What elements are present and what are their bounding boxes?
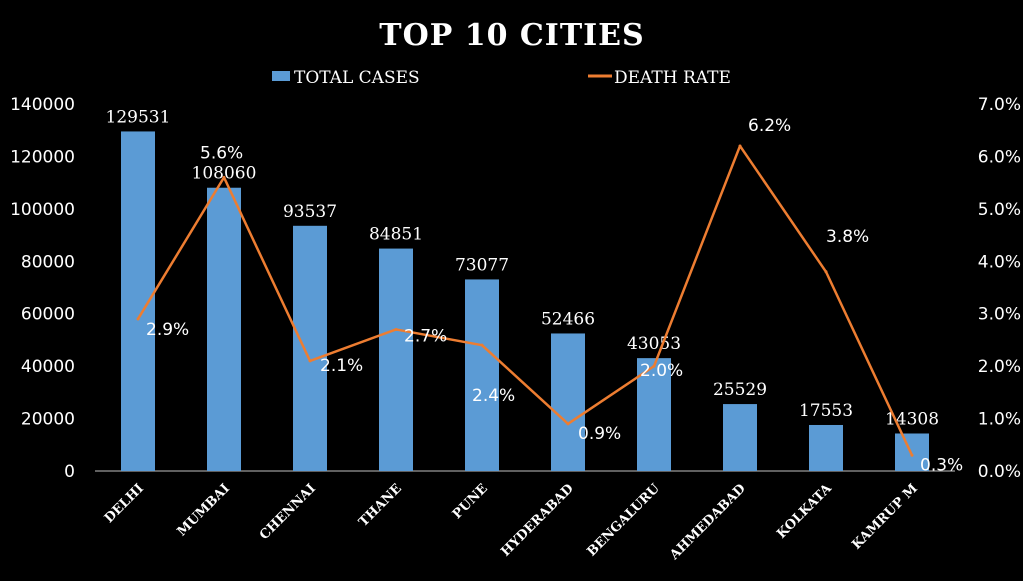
- bar-total-cases: [207, 187, 241, 471]
- death-rate-value-label: 2.4%: [472, 386, 515, 406]
- bar-total-cases: [551, 333, 585, 471]
- left-axis-ticks: 0 20000 40000 60000 80000 100000 120000 140000: [10, 95, 75, 482]
- bar-total-cases: [723, 404, 757, 471]
- right-axis-tick-label: 6.0%: [978, 147, 1021, 167]
- legend-label-total-cases: TOTAL CASES: [294, 68, 420, 88]
- right-axis-tick-label: 2.0%: [978, 357, 1021, 377]
- death-rate-point: [136, 317, 140, 321]
- bar-value-label: 108060: [192, 164, 257, 184]
- death-rate-labels: 2.9% 5.6% 2.1% 2.7% 2.4% 0.9% 2.0% 6.2% 3.8% 0.3%: [146, 116, 963, 475]
- right-axis-tick-label: 3.0%: [978, 305, 1021, 325]
- death-rate-line-layer: [136, 144, 914, 457]
- legend-label-death-rate: DEATH RATE: [614, 68, 731, 88]
- bar-total-cases: [379, 248, 413, 471]
- death-rate-point: [566, 422, 570, 426]
- right-axis-tick-label: 7.0%: [978, 95, 1021, 115]
- death-rate-line: [136, 144, 914, 456]
- legend: TOTAL CASES DEATH RATE: [272, 68, 731, 88]
- bar-value-label: 84851: [369, 225, 423, 245]
- death-rate-point: [394, 327, 398, 331]
- bar-value-label: 73077: [455, 255, 509, 275]
- bar-value-label: 52466: [541, 309, 595, 329]
- bar-total-cases: [809, 424, 843, 471]
- bar-total-cases: [465, 279, 499, 471]
- bar-total-cases: [293, 225, 327, 471]
- death-rate-point: [652, 364, 656, 368]
- left-axis-tick-label: 120000: [10, 147, 75, 167]
- left-axis-tick-label: 60000: [21, 305, 75, 325]
- chart-title: TOP 10 CITIES: [379, 18, 644, 53]
- left-axis-tick-label: 80000: [21, 252, 75, 272]
- bar-value-label: 93537: [283, 202, 337, 222]
- left-axis-tick-label: 40000: [21, 357, 75, 377]
- bar-value-label: 17553: [799, 401, 853, 421]
- death-rate-value-label: 6.2%: [748, 116, 791, 136]
- death-rate-value-label: 2.0%: [640, 361, 683, 381]
- legend-swatch-total-cases: [272, 71, 290, 81]
- left-axis-tick-label: 20000: [21, 410, 75, 430]
- left-axis-tick-label: 0: [64, 462, 75, 482]
- bar-total-cases: [895, 433, 929, 471]
- right-axis-tick-label: 1.0%: [978, 410, 1021, 430]
- death-rate-value-label: 2.9%: [146, 320, 189, 340]
- death-rate-point: [308, 359, 312, 363]
- bar-value-label: 129531: [106, 107, 171, 127]
- right-axis-tick-label: 4.0%: [978, 252, 1021, 272]
- right-axis-tick-label: 5.0%: [978, 200, 1021, 220]
- death-rate-point: [222, 175, 226, 179]
- death-rate-value-label: 2.7%: [404, 326, 447, 346]
- bar-total-cases: [637, 358, 671, 471]
- death-rate-value-label: 5.6%: [200, 143, 243, 163]
- death-rate-point: [480, 343, 484, 347]
- left-axis-tick-label: 100000: [10, 200, 75, 220]
- bar-value-label: 43053: [627, 334, 681, 354]
- death-rate-point: [738, 144, 742, 148]
- right-axis-tick-label: 0.0%: [978, 462, 1021, 482]
- left-axis-tick-label: 140000: [10, 95, 75, 115]
- bar-value-label: 25529: [713, 380, 767, 400]
- death-rate-value-label: 0.9%: [578, 424, 621, 444]
- bar-labels: 129531 108060 93537 84851 73077 52466 43053 255…: [106, 107, 940, 429]
- right-axis-ticks: 0.0% 1.0% 2.0% 3.0% 4.0% 5.0% 6.0% 7.0%: [978, 95, 1021, 482]
- death-rate-value-label: 0.3%: [920, 455, 963, 475]
- death-rate-value-label: 2.1%: [320, 356, 363, 376]
- death-rate-point: [910, 453, 914, 457]
- death-rate-point: [824, 270, 828, 274]
- death-rate-value-label: 3.8%: [826, 227, 869, 247]
